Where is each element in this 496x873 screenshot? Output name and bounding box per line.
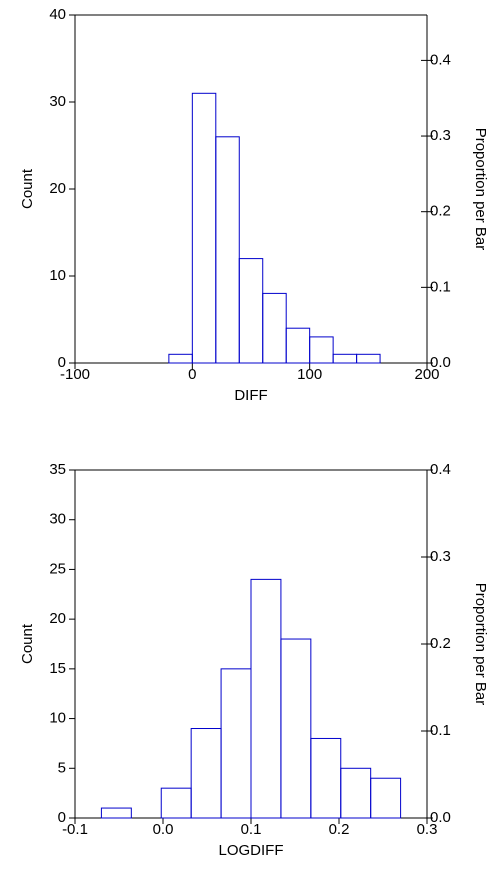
bar xyxy=(100,807,132,819)
x-tick-label: 100 xyxy=(297,366,322,383)
y-tick-label: 20 xyxy=(49,610,66,627)
bar xyxy=(168,353,193,364)
bar xyxy=(370,777,402,819)
x-tick-label: 0 xyxy=(188,366,196,383)
y2-tick-label: 0.1 xyxy=(430,722,451,739)
y-tick-label: 35 xyxy=(49,461,66,478)
y2-tick-label: 0.1 xyxy=(430,278,451,295)
y-tick-label: 0 xyxy=(58,809,66,826)
bar xyxy=(215,136,240,364)
y2-tick-label: 0.3 xyxy=(430,548,451,565)
y2-tick-label: 0.4 xyxy=(430,461,451,478)
x-tick-label: -100 xyxy=(60,366,90,383)
x-axis-label: DIFF xyxy=(234,387,267,404)
y2-tick-label: 0.2 xyxy=(430,203,451,220)
bar xyxy=(191,92,217,364)
y2-axis-label: Proportion per Bar xyxy=(472,128,489,251)
y-tick-label: 10 xyxy=(49,267,66,284)
y2-tick-label: 0.2 xyxy=(430,635,451,652)
y-tick-label: 30 xyxy=(49,511,66,528)
bar xyxy=(238,258,264,364)
x-tick-label: 0.1 xyxy=(241,821,262,838)
x-tick-label: 200 xyxy=(414,366,439,383)
y-tick-label: 40 xyxy=(49,6,66,23)
bar xyxy=(309,336,334,364)
bar xyxy=(285,327,311,364)
x-tick-label: 0.0 xyxy=(153,821,174,838)
bar xyxy=(340,767,372,819)
x-tick-label: -0.1 xyxy=(62,821,88,838)
y-axis-label: Count xyxy=(19,168,36,209)
bar xyxy=(332,353,358,364)
bar xyxy=(160,787,192,819)
y-tick-label: 25 xyxy=(49,560,66,577)
y-tick-label: 20 xyxy=(49,180,66,197)
bar xyxy=(310,737,342,819)
y2-tick-label: 0.0 xyxy=(430,809,451,826)
y-tick-label: 10 xyxy=(49,710,66,727)
bar xyxy=(220,668,252,819)
bar xyxy=(280,638,312,819)
y2-axis-label: Proportion per Bar xyxy=(472,583,489,706)
x-tick-label: 0.3 xyxy=(417,821,438,838)
y-tick-label: 0 xyxy=(58,354,66,371)
bar xyxy=(356,353,381,364)
y-tick-label: 15 xyxy=(49,660,66,677)
y-axis-label: Count xyxy=(19,623,36,664)
y-tick-label: 30 xyxy=(49,93,66,110)
bar xyxy=(190,728,222,819)
y-tick-label: 5 xyxy=(58,759,66,776)
y2-tick-label: 0.0 xyxy=(430,354,451,371)
x-tick-label: 0.2 xyxy=(329,821,350,838)
y2-tick-label: 0.4 xyxy=(430,51,451,68)
y2-tick-label: 0.3 xyxy=(430,127,451,144)
bar xyxy=(250,578,282,819)
x-axis-label: LOGDIFF xyxy=(218,842,283,859)
bar xyxy=(262,292,287,364)
